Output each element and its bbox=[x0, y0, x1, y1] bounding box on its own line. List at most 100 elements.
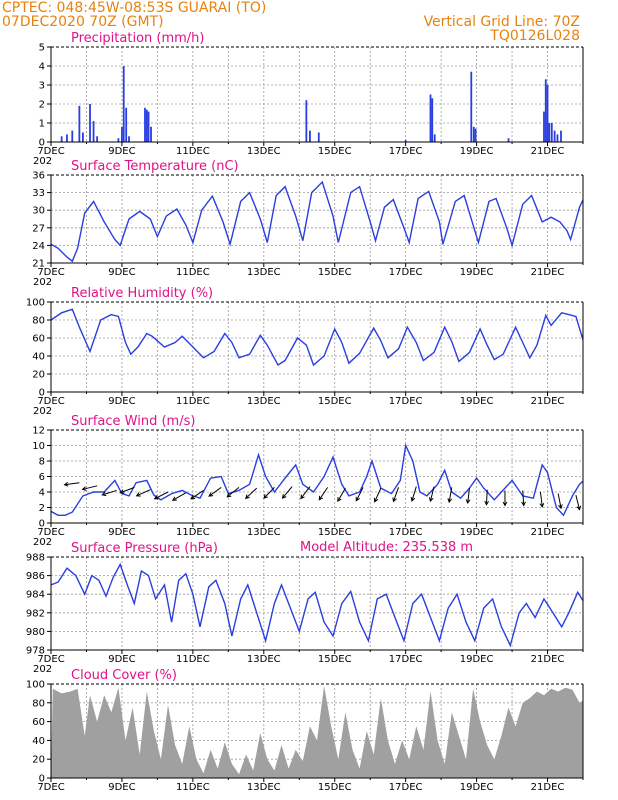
precip-bar bbox=[78, 105, 81, 142]
x-tick-label: 7DEC bbox=[37, 267, 64, 278]
y-tick-label: 27 bbox=[32, 223, 45, 234]
wind-vector bbox=[245, 487, 258, 499]
wind-vector-head bbox=[318, 495, 324, 501]
x-tick-label: 17DEC bbox=[389, 146, 423, 157]
pressure-panel-title: Surface Pressure (hPa) bbox=[71, 541, 218, 556]
cloud-data-layer bbox=[51, 685, 583, 778]
wind-vector-head bbox=[428, 497, 434, 503]
wind-vector-head bbox=[101, 491, 107, 497]
precip-panel-title: Precipitation (mm/h) bbox=[71, 31, 204, 46]
x-year-stub: 202 bbox=[33, 277, 52, 288]
x-year-stub: 202 bbox=[33, 664, 52, 675]
y-tick-label: 80 bbox=[32, 316, 45, 327]
wind-vector-head bbox=[410, 496, 416, 502]
x-tick-label: 21DEC bbox=[531, 654, 565, 665]
wind-vector-head bbox=[281, 494, 287, 499]
precip-bar bbox=[122, 66, 125, 142]
wind-vector bbox=[282, 486, 293, 499]
precip-bar bbox=[82, 132, 84, 142]
wind-vector-head bbox=[208, 492, 214, 497]
y-tick-label: 100 bbox=[26, 680, 45, 691]
y-tick-label: 1 bbox=[39, 119, 45, 130]
wind-vector-head bbox=[447, 498, 453, 504]
wind-vector bbox=[318, 487, 329, 501]
header-run: 07DEC2020 70Z (GMT) bbox=[2, 14, 164, 30]
wind-vector bbox=[154, 491, 169, 500]
wind-vector bbox=[411, 486, 417, 502]
x-tick-label: 21DEC bbox=[531, 527, 565, 538]
y-tick-label: 20 bbox=[32, 370, 45, 381]
wind-vector-head bbox=[81, 486, 87, 491]
precip-bar bbox=[71, 130, 74, 142]
precip-bar bbox=[548, 123, 551, 142]
x-tick-label: 19DEC bbox=[460, 146, 494, 157]
wind-vector-head bbox=[521, 501, 526, 507]
x-tick-label: 7DEC bbox=[37, 527, 64, 538]
precip-bar bbox=[96, 136, 99, 142]
panel-rh: 0 20 40 60 80 100 7DEC 9DEC 11DEC 13DEC 15DEC 17DEC… bbox=[26, 286, 584, 417]
precip-bar bbox=[546, 85, 549, 142]
y-tick-label: 4 bbox=[39, 62, 45, 73]
wind-vector-head bbox=[263, 494, 268, 499]
wind-vector-head bbox=[190, 495, 196, 500]
y-tick-label: 40 bbox=[32, 736, 45, 747]
x-tick-label: 17DEC bbox=[389, 782, 423, 793]
x-tick-label: 15DEC bbox=[318, 527, 352, 538]
panel-pressure: 978 980 982 984 986 988 7DEC 9DEC 11DEC 13DEC 15DE… bbox=[26, 541, 584, 675]
wind-vector bbox=[136, 489, 151, 497]
x-tick-label: 19DEC bbox=[460, 654, 494, 665]
y-tick-label: 20 bbox=[32, 755, 45, 766]
wind-vector-head bbox=[373, 497, 379, 503]
wind-vector bbox=[208, 486, 222, 497]
precip-bar bbox=[150, 126, 152, 142]
x-tick-label: 17DEC bbox=[389, 527, 423, 538]
precip-bar bbox=[470, 71, 473, 142]
x-tick-label: 13DEC bbox=[247, 396, 281, 407]
wind-vector-head bbox=[171, 496, 177, 501]
y-tick-label: 984 bbox=[26, 590, 45, 601]
x-tick-label: 11DEC bbox=[176, 782, 210, 793]
header-grid-note: Vertical Grid Line: 70Z bbox=[424, 14, 580, 30]
panel-precip: 0 1 2 3 4 5 7DEC 9DEC 11DEC 13DEC 15DEC 17DEC 19DEC 2… bbox=[33, 31, 584, 167]
wind-vector bbox=[467, 488, 471, 504]
temp-panel-title: Surface Temperature (nC) bbox=[71, 159, 239, 174]
wind-vector-head bbox=[337, 497, 342, 503]
precip-bar bbox=[125, 107, 128, 142]
y-tick-label: 4 bbox=[39, 488, 45, 499]
wind-vector bbox=[102, 489, 117, 496]
x-tick-label: 15DEC bbox=[318, 267, 352, 278]
precip-bar bbox=[560, 130, 562, 142]
wind-vector bbox=[120, 486, 135, 494]
x-tick-label: 9DEC bbox=[108, 267, 135, 278]
x-tick-label: 19DEC bbox=[460, 527, 494, 538]
wind-vector-head bbox=[558, 504, 563, 510]
y-tick-label: 24 bbox=[32, 241, 45, 252]
x-year-stub: 202 bbox=[33, 537, 52, 548]
x-tick-label: 17DEC bbox=[389, 654, 423, 665]
wind-vector bbox=[82, 485, 98, 490]
precip-bar bbox=[429, 94, 432, 142]
precip-bar bbox=[550, 123, 553, 142]
y-tick-label: 8 bbox=[39, 457, 45, 468]
precip-bar bbox=[507, 138, 510, 142]
wind-vector-head bbox=[392, 497, 397, 503]
cloud-area bbox=[51, 685, 583, 778]
rh-data-layer bbox=[51, 308, 583, 367]
wind-line bbox=[51, 443, 583, 517]
x-tick-label: 9DEC bbox=[108, 146, 135, 157]
y-tick-label: 21 bbox=[32, 259, 45, 270]
y-tick-label: 36 bbox=[32, 171, 45, 182]
wind-vector bbox=[300, 486, 311, 499]
x-tick-label: 19DEC bbox=[460, 267, 494, 278]
x-tick-label: 21DEC bbox=[531, 146, 565, 157]
precip-bar bbox=[543, 111, 545, 142]
precip-bar bbox=[147, 111, 150, 142]
wind-vector bbox=[448, 487, 453, 503]
y-tick-label: 0 bbox=[39, 138, 45, 149]
y-tick-label: 60 bbox=[32, 334, 45, 345]
y-tick-label: 30 bbox=[32, 206, 45, 217]
header-model-code: TQ0126L028 bbox=[489, 28, 580, 44]
wind-vector bbox=[355, 487, 364, 501]
precip-bar bbox=[556, 134, 559, 142]
